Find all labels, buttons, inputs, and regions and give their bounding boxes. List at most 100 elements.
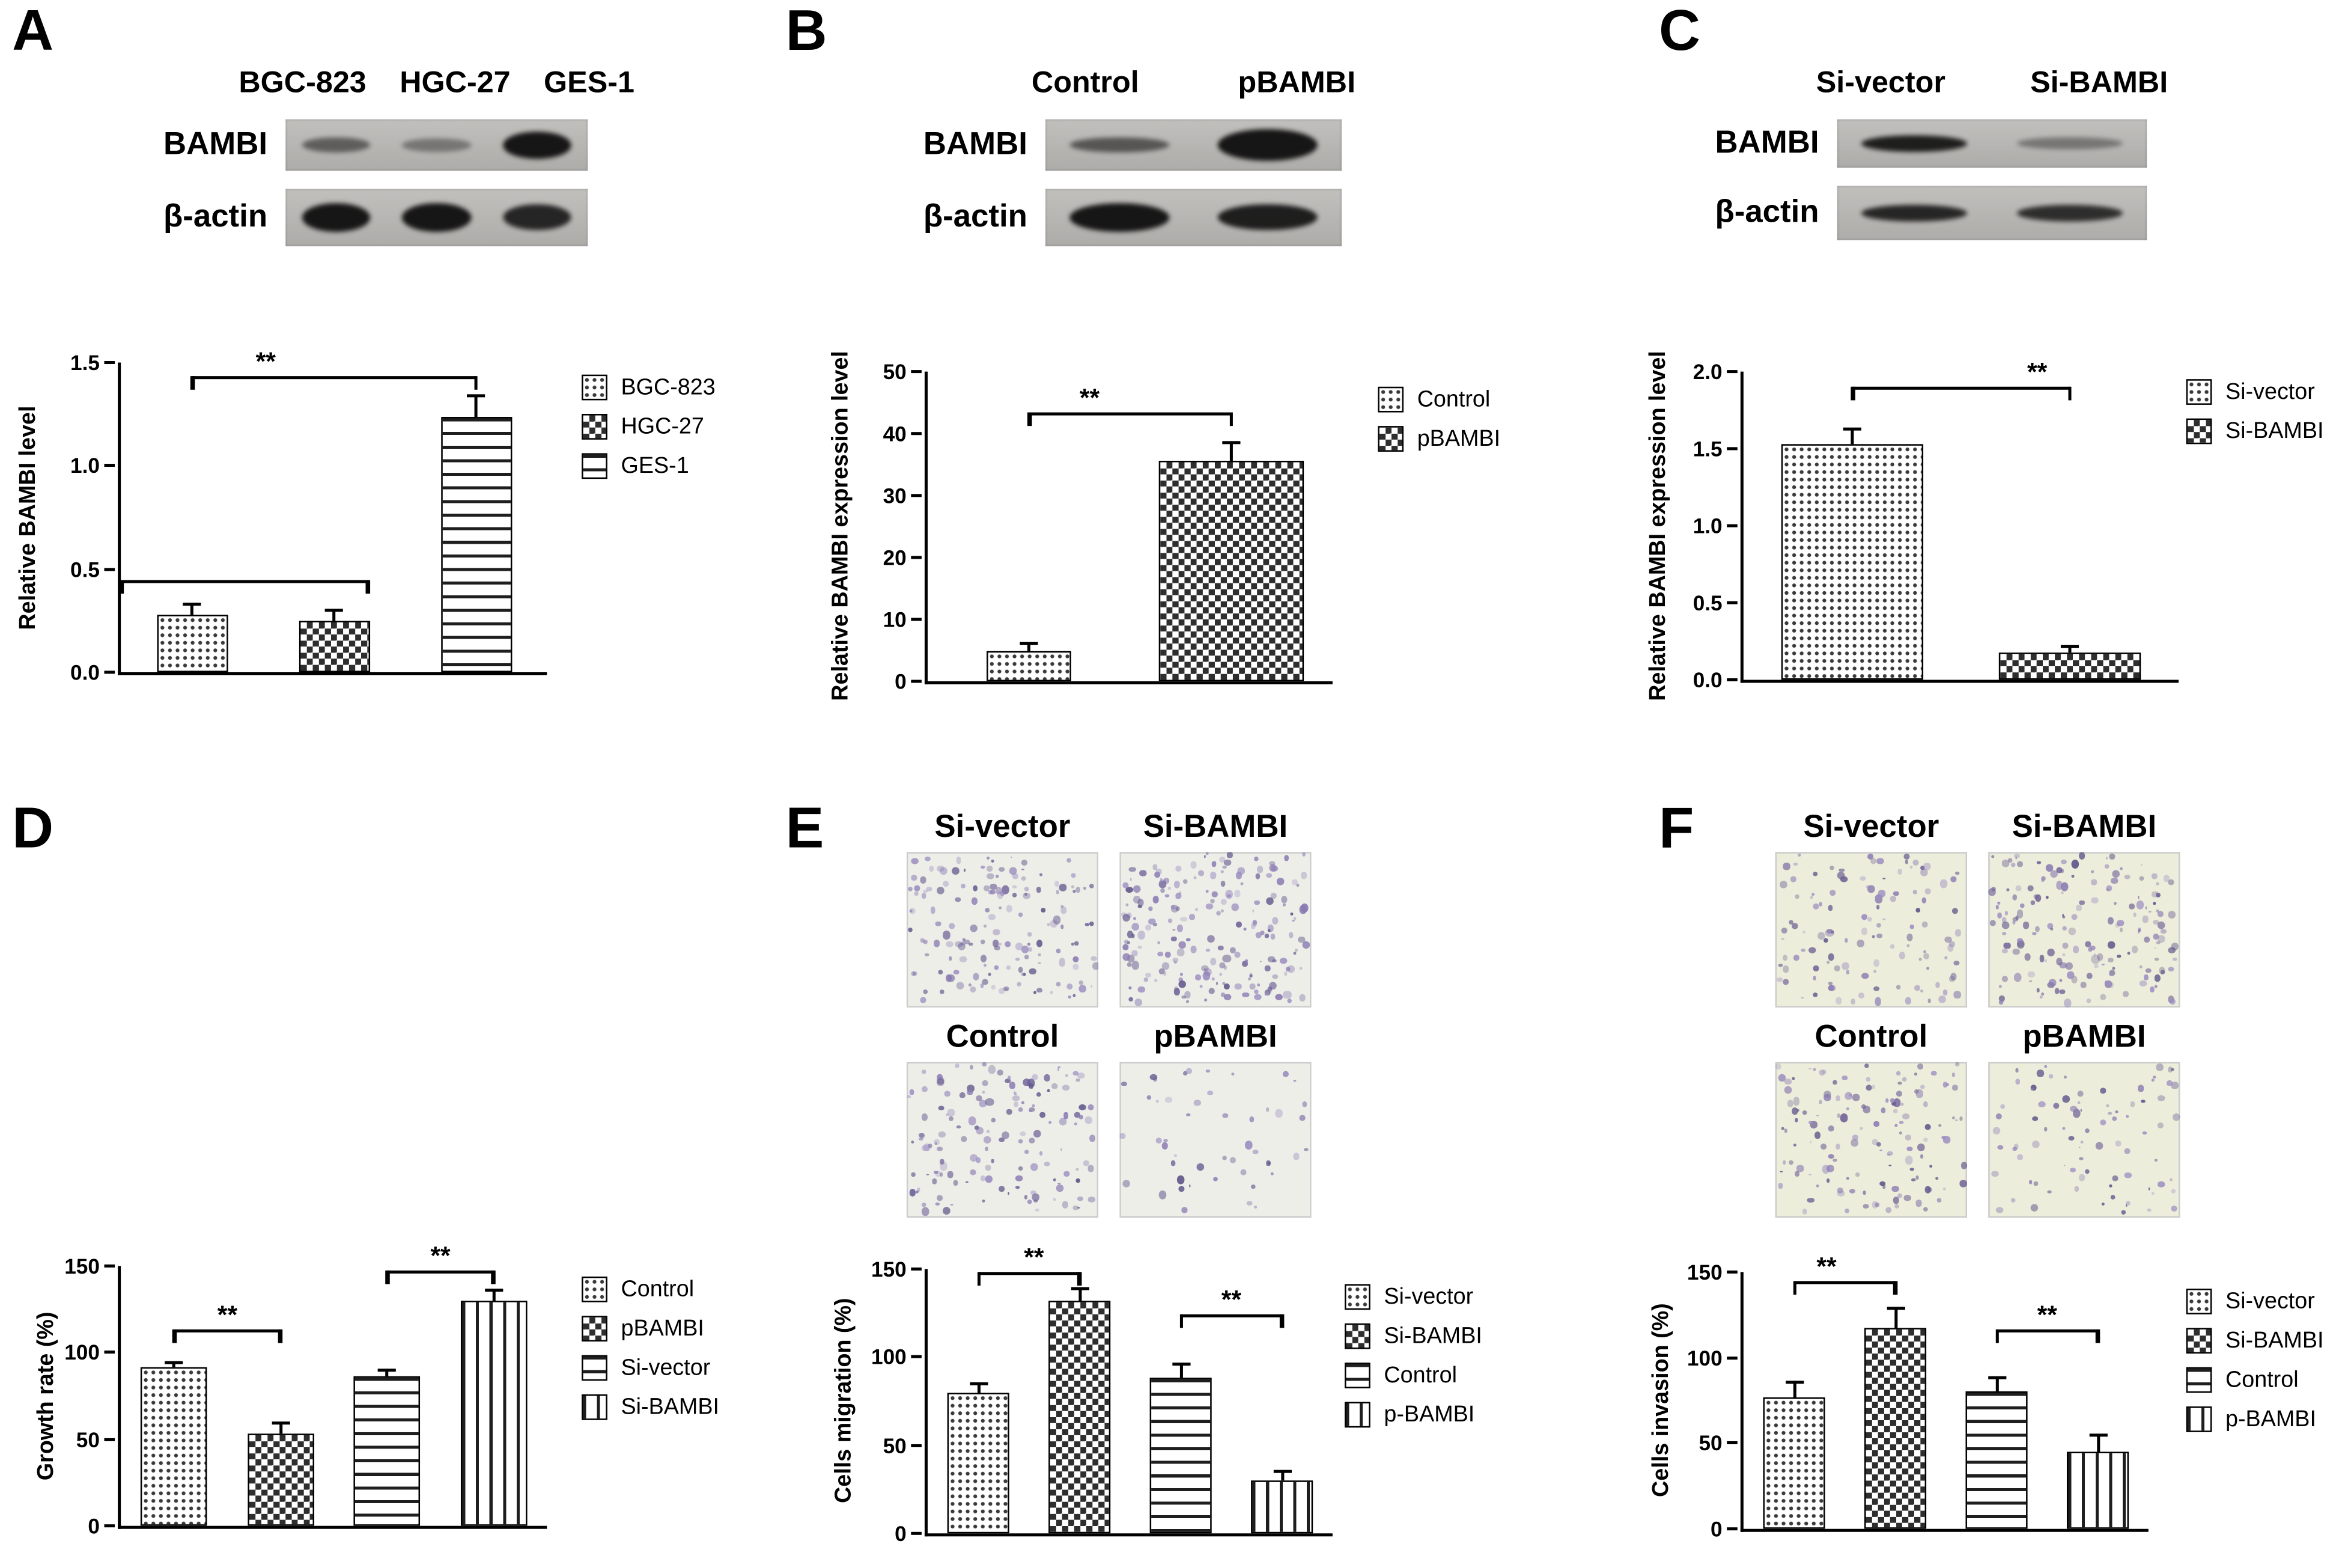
cell-dot — [2109, 1184, 2112, 1187]
cell-dot — [1131, 923, 1139, 932]
cell-dot — [2071, 859, 2079, 869]
cell-dot — [1899, 1120, 1904, 1125]
micro-image — [1775, 1062, 1968, 1218]
cell-dot — [1939, 880, 1948, 889]
legend-item: pBAMBI — [582, 1316, 719, 1342]
cell-dot — [1921, 897, 1926, 903]
cell-dot — [1820, 1143, 1827, 1150]
cell-dot — [2107, 1111, 2113, 1116]
blot-row: BAMBI — [129, 119, 651, 171]
cell-dot — [1137, 946, 1142, 949]
micro-image — [906, 1062, 1099, 1218]
blot-lane-headers: BGC-823 HGC-27 GES-1 — [222, 67, 651, 102]
cell-dot — [1798, 854, 1801, 857]
cell-dot — [1876, 933, 1884, 939]
cell-dot — [2017, 941, 2025, 948]
cell-dot — [1813, 1131, 1820, 1139]
cell-dot — [1177, 949, 1184, 956]
western-blot-b: Control pBAMBI BAMBI β-actin — [895, 67, 1405, 246]
panel-b: B Control pBAMBI BAMBI β-actin Relative BAM… — [786, 0, 1541, 793]
cell-dot — [1199, 985, 1203, 989]
western-blot-a: BGC-823 HGC-27 GES-1 BAMBI β-actin — [129, 67, 651, 246]
legend-swatch — [2186, 379, 2212, 405]
cell-dot — [1781, 937, 1785, 941]
cell-dot — [1845, 1209, 1849, 1214]
cell-dot — [2069, 1105, 2078, 1112]
error-bar — [1027, 644, 1030, 651]
cell-dot — [2133, 913, 2137, 917]
cell-dot — [1852, 1135, 1859, 1141]
cell-dot — [957, 942, 966, 950]
cell-dot — [2015, 884, 2022, 892]
cell-dot — [1122, 1180, 1130, 1188]
cell-dot — [1179, 973, 1183, 976]
bar-slot — [1845, 1272, 1945, 1529]
cell-dot — [1870, 858, 1877, 865]
cell-dot — [1887, 1153, 1891, 1156]
cell-dot — [1252, 921, 1258, 927]
cell-dot — [947, 1109, 955, 1116]
cell-dot — [1867, 854, 1873, 860]
cell-dot — [1793, 955, 1799, 961]
cell-dot — [1071, 874, 1075, 878]
y-tick-label: 10 — [883, 607, 921, 632]
cell-dot — [1058, 958, 1066, 967]
cell-dot — [2105, 980, 2112, 989]
y-tick-label: 150 — [1687, 1260, 1739, 1284]
y-tick-label: 2.0 — [1693, 359, 1739, 384]
cell-dot — [1082, 886, 1087, 890]
cell-dot — [1076, 1178, 1081, 1184]
cell-dot — [1215, 982, 1218, 985]
cell-dot — [1004, 941, 1011, 947]
legend-label: p-BAMBI — [2225, 1406, 2316, 1432]
cell-dot — [1063, 1171, 1071, 1178]
cell-dot — [2037, 1101, 2046, 1108]
cell-dot — [1164, 893, 1169, 898]
cell-dot — [1251, 923, 1256, 929]
cell-dot — [1276, 994, 1283, 1000]
cell-dot — [1902, 1113, 1911, 1120]
cell-dot — [1003, 986, 1009, 991]
cell-dot — [1160, 877, 1163, 880]
cell-dot — [2168, 911, 2176, 919]
cell-dot — [1280, 896, 1288, 904]
cell-dot — [1283, 971, 1288, 976]
cell-dot — [1860, 875, 1867, 881]
cell-dot — [1819, 1069, 1825, 1076]
cell-dot — [2052, 1102, 2060, 1109]
cell-dot — [1174, 986, 1179, 991]
significance-bracket: ** — [385, 1241, 494, 1284]
cell-dot — [1235, 983, 1242, 990]
legend-label: Si-vector — [2225, 379, 2315, 405]
cell-dot — [964, 939, 970, 945]
bar-si-vector — [1763, 1397, 1825, 1529]
cell-dot — [2079, 1108, 2083, 1111]
cell-dot — [1812, 872, 1818, 877]
cell-dot — [2125, 1114, 2129, 1117]
cell-dot — [1926, 967, 1930, 971]
cell-dot — [1244, 1140, 1252, 1149]
cell-dot — [1206, 904, 1214, 910]
cell-dot — [1802, 1110, 1807, 1114]
cell-dot — [1074, 1122, 1078, 1126]
cell-dot — [1827, 961, 1830, 964]
cell-dot — [1996, 1113, 2003, 1120]
cell-dot — [1203, 971, 1211, 980]
cell-dot — [2157, 921, 2165, 930]
cell-dot — [1789, 919, 1794, 925]
cell-dot — [1828, 905, 1833, 911]
bar-control — [986, 650, 1072, 682]
cell-dot — [2145, 968, 2152, 974]
cell-dot — [1294, 1080, 1297, 1083]
bar-slot — [121, 1266, 227, 1526]
cell-dot — [1173, 961, 1176, 964]
cell-dot — [1018, 912, 1024, 917]
cell-dot — [2155, 985, 2158, 988]
micro-image-label: pBAMBI — [2022, 1020, 2146, 1055]
error-bar — [172, 1363, 176, 1367]
y-tick-label: 50 — [76, 1427, 114, 1451]
legend-swatch — [1344, 1284, 1370, 1310]
cell-dot — [1834, 965, 1840, 971]
cell-dot — [2031, 1116, 2039, 1122]
cell-dot — [2017, 861, 2023, 868]
